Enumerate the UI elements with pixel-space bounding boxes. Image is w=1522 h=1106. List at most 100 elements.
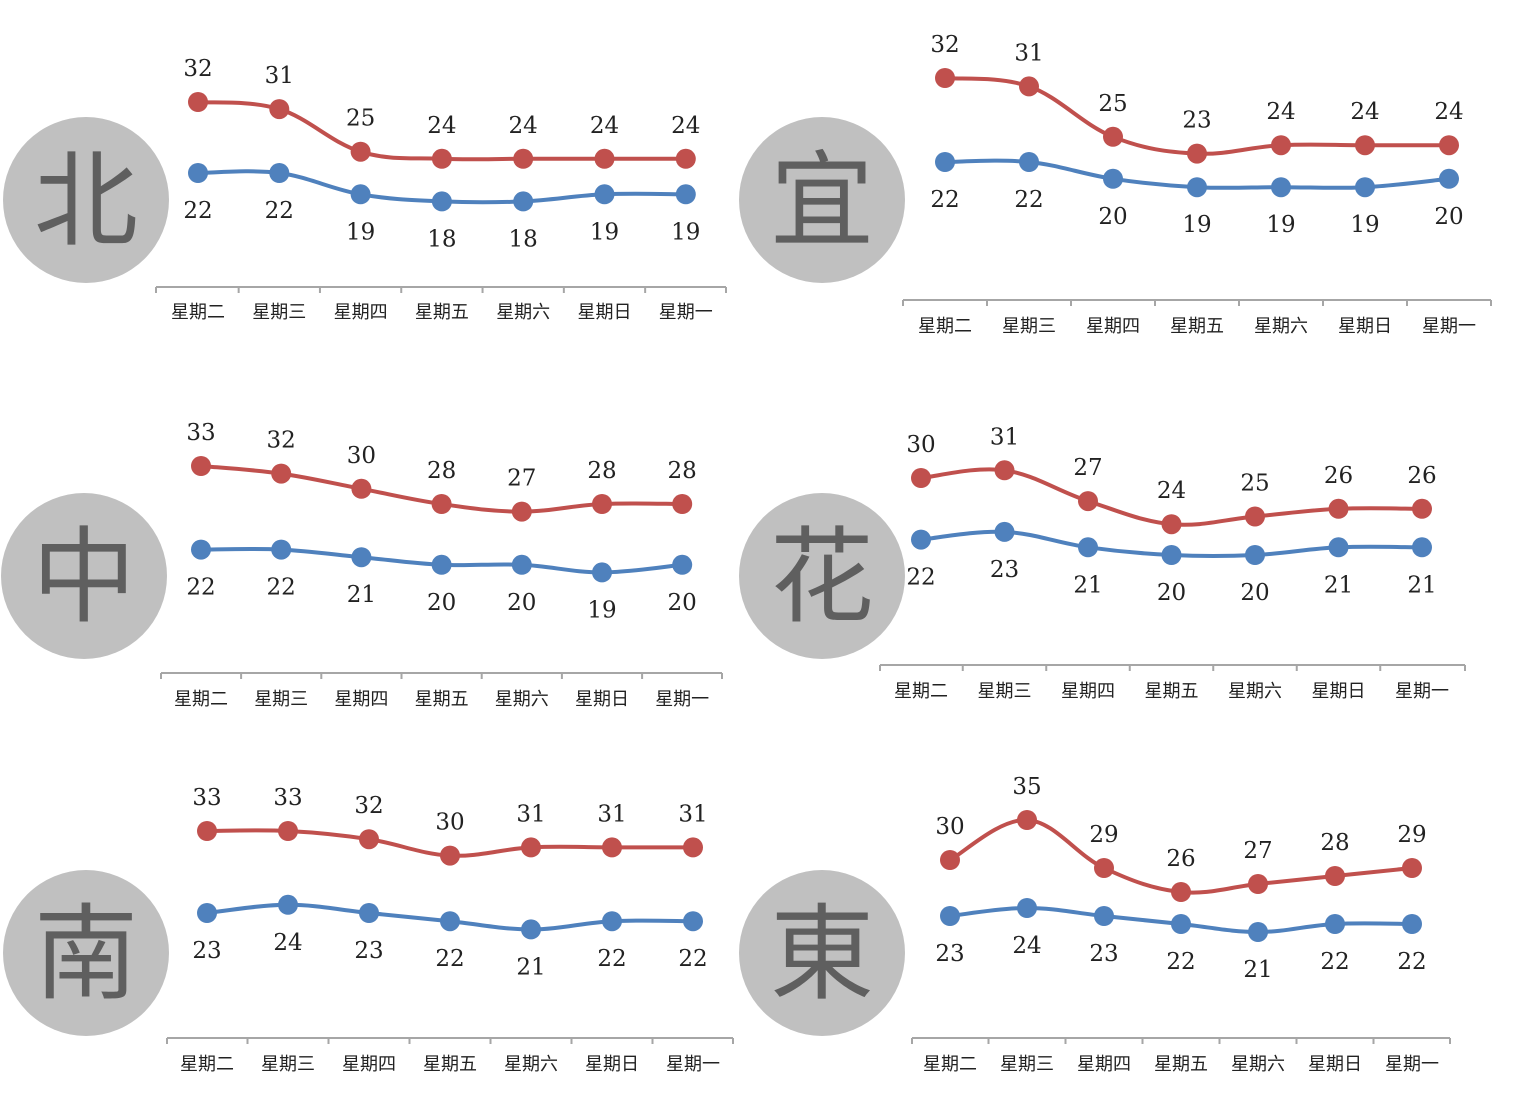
x-tick-label: 星期五 — [423, 1054, 477, 1075]
data-label-high: 24 — [1266, 99, 1295, 125]
data-label-low: 20 — [507, 590, 536, 616]
data-point-high — [1019, 76, 1039, 97]
x-tick-label: 星期日 — [1338, 316, 1392, 337]
data-point-low — [1187, 177, 1207, 198]
data-point-low — [1094, 906, 1114, 926]
data-point-high — [521, 837, 541, 858]
data-point-high — [431, 148, 452, 169]
x-tick-label: 星期三 — [252, 302, 306, 323]
region-badge-label: 中 — [32, 516, 136, 638]
data-label-high: 24 — [509, 113, 538, 139]
region-badge — [739, 870, 905, 1036]
data-point-high — [513, 148, 534, 169]
data-label-high: 26 — [1166, 846, 1195, 872]
data-point-high — [1325, 866, 1345, 886]
data-point-high — [1017, 810, 1037, 830]
x-tick-label: 星期六 — [1231, 1054, 1285, 1075]
x-tick-label: 星期二 — [894, 681, 948, 702]
region-badge — [3, 870, 169, 1036]
data-point-high — [350, 141, 371, 162]
data-label-high: 25 — [1240, 471, 1269, 497]
data-point-low — [672, 554, 693, 575]
data-point-low — [994, 521, 1015, 542]
data-point-low — [188, 163, 208, 183]
data-point-high — [994, 460, 1015, 481]
region-badge-label: 花 — [770, 516, 874, 638]
data-point-low — [511, 554, 532, 575]
data-point-low — [1325, 914, 1345, 934]
x-tick-label: 星期一 — [1395, 681, 1449, 702]
data-label-high: 27 — [507, 466, 536, 492]
data-point-low — [513, 191, 534, 212]
data-label-high: 24 — [671, 113, 700, 139]
data-point-low — [935, 152, 955, 172]
x-tick-label: 星期二 — [174, 689, 228, 710]
x-tick-label: 星期三 — [978, 681, 1032, 702]
data-point-high — [1103, 126, 1123, 147]
data-label-high: 32 — [930, 32, 959, 58]
data-label-low: 22 — [435, 946, 464, 972]
data-label-low: 23 — [935, 941, 964, 967]
data-label-low: 19 — [671, 219, 700, 245]
data-point-low — [1017, 898, 1037, 918]
x-tick-label: 星期三 — [261, 1054, 315, 1075]
data-label-low: 22 — [597, 946, 626, 972]
data-point-low — [592, 562, 612, 583]
data-label-low: 20 — [668, 590, 697, 616]
data-label-high: 24 — [1350, 99, 1379, 125]
data-point-high — [672, 494, 693, 514]
data-label-low: 24 — [273, 930, 302, 956]
region-badge — [3, 117, 169, 283]
data-label-high: 33 — [192, 785, 221, 811]
data-label-high: 31 — [516, 801, 545, 827]
data-label-high: 24 — [1157, 478, 1186, 504]
data-label-high: 28 — [427, 458, 456, 484]
data-label-high: 25 — [346, 106, 375, 132]
data-point-low — [351, 547, 372, 568]
x-tick-label: 星期一 — [1385, 1054, 1439, 1075]
x-tick-label: 星期日 — [1308, 1054, 1362, 1075]
data-label-high: 24 — [1434, 99, 1463, 125]
data-point-low — [1402, 914, 1422, 934]
data-label-low: 22 — [930, 187, 959, 213]
data-label-low: 23 — [192, 938, 221, 964]
data-label-high: 30 — [347, 443, 376, 469]
data-label-low: 22 — [906, 565, 935, 591]
data-label-low: 22 — [1166, 949, 1195, 975]
data-point-low — [1355, 177, 1375, 198]
data-point-high — [197, 821, 217, 841]
data-label-low: 19 — [1266, 212, 1295, 238]
data-label-low: 20 — [1240, 580, 1269, 606]
data-label-low: 22 — [1397, 949, 1426, 975]
data-point-high — [278, 821, 298, 841]
data-label-low: 19 — [1182, 212, 1211, 238]
data-point-low — [440, 911, 460, 932]
data-point-low — [1412, 537, 1432, 558]
data-label-high: 32 — [267, 428, 296, 454]
data-point-low — [359, 903, 379, 923]
data-point-low — [1171, 914, 1191, 934]
data-label-high: 31 — [678, 801, 707, 827]
x-tick-label: 星期四 — [1061, 681, 1115, 702]
data-label-high: 31 — [597, 801, 626, 827]
data-point-low — [521, 919, 541, 940]
x-tick-label: 星期六 — [496, 302, 550, 323]
data-point-high — [1271, 135, 1291, 156]
data-point-high — [1328, 498, 1349, 519]
data-point-high — [511, 501, 532, 522]
data-point-high — [592, 494, 612, 514]
data-point-high — [911, 468, 931, 488]
data-point-low — [675, 184, 696, 205]
data-point-high — [191, 456, 211, 476]
x-tick-label: 星期三 — [1002, 316, 1056, 337]
region-badge — [739, 493, 905, 659]
data-label-low: 22 — [267, 575, 296, 601]
x-tick-label: 星期四 — [1077, 1054, 1131, 1075]
region-badge-label: 南 — [34, 893, 138, 1015]
data-point-high — [1161, 514, 1182, 535]
data-point-low — [1078, 537, 1098, 558]
data-label-low: 22 — [1014, 187, 1043, 213]
x-tick-label: 星期一 — [1422, 316, 1476, 337]
